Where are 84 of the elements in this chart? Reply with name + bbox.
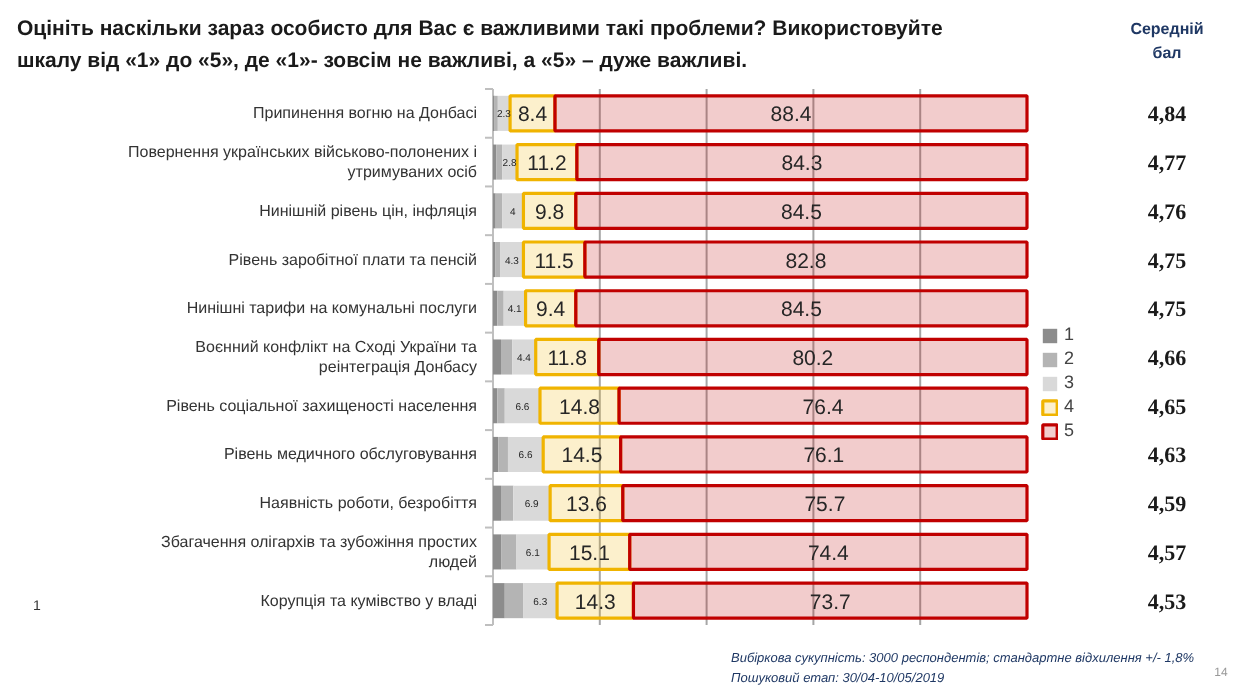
y-tick-label: Рівень соціальної захищеності населення — [166, 396, 477, 415]
bar — [555, 581, 636, 620]
data-label: 76.1 — [803, 444, 845, 469]
bar — [498, 436, 508, 472]
bar — [501, 339, 513, 375]
legend-label: 2 — [1064, 348, 1077, 368]
text: 4,57 — [1147, 541, 1188, 566]
y-tick-label: Рівень заробітної плати та пенсій — [228, 250, 477, 269]
bar — [621, 484, 1029, 523]
chart-title: Оцініть наскільки зараз особисто для Вас є важливими такі проблеми? Використовуйте шкалу від «1» до «5», де «1»- зовсім не важливі, а «5» – дуже важливі. — [17, 17, 943, 73]
y-tick-label: Повернення українських військово-полонених і утримуваних осіб — [128, 143, 478, 182]
data-label: 11.5 — [534, 249, 575, 274]
bar — [501, 485, 514, 521]
y-tick-label: Припинення вогню на Донбасі — [253, 104, 478, 123]
y-tick-label: Збагачення олігархів та зубожіння простих людей — [161, 532, 478, 571]
bar — [597, 337, 1029, 377]
data-label: 8.4 — [517, 103, 548, 128]
bar — [502, 193, 524, 229]
y-tick-label: Нинішній рівень цін, інфляція — [259, 201, 477, 220]
bar — [575, 142, 1029, 182]
text: 4,66 — [1147, 347, 1188, 371]
text: Середній бал — [1130, 20, 1204, 62]
bar — [513, 485, 551, 521]
bar — [501, 534, 517, 570]
bar — [507, 436, 544, 472]
data-label: 82.8 — [785, 249, 827, 274]
bar — [512, 339, 536, 375]
bar — [617, 386, 1029, 425]
text: 4,63 — [1147, 444, 1188, 469]
data-label: 80.2 — [792, 347, 834, 371]
data-label: 84.5 — [780, 298, 823, 323]
text: 4,59 — [1147, 493, 1188, 518]
data-label: 73.7 — [809, 590, 851, 615]
data-label: 11.2 — [527, 152, 567, 177]
text: 4,75 — [1147, 298, 1188, 323]
bar — [504, 583, 524, 619]
bar — [574, 191, 1029, 230]
bar — [493, 485, 502, 521]
data-label: 76.4 — [802, 395, 844, 420]
bar — [497, 290, 504, 326]
legend-label: 3 — [1064, 372, 1077, 392]
data-label: 14.5 — [561, 444, 603, 469]
data-label: 13.6 — [566, 493, 608, 518]
bar — [503, 290, 526, 326]
data-label: 11.8 — [547, 347, 588, 371]
legend-label: 4 — [1064, 396, 1077, 416]
y-tick-label: Корупція та кумівство у владі — [260, 591, 478, 610]
bar — [631, 581, 1029, 620]
bar — [493, 339, 502, 375]
bar — [500, 242, 524, 278]
data-label: 88.4 — [770, 103, 812, 128]
bar — [497, 388, 505, 424]
bar — [493, 534, 502, 570]
bar — [493, 436, 499, 472]
data-label: 84.5 — [780, 200, 823, 225]
data-label: 15.1 — [568, 541, 611, 566]
bar — [628, 532, 1029, 572]
y-tick-label: Рівень медичного обслуговування — [223, 445, 478, 464]
text: 4,53 — [1147, 590, 1188, 615]
text: 4,65 — [1147, 395, 1188, 420]
data-label: 9.4 — [536, 298, 566, 323]
y-tick-label: Нинішні тарифи на комунальні послуги — [186, 299, 478, 318]
bar — [516, 534, 550, 570]
bar — [619, 435, 1029, 474]
bar — [523, 583, 558, 619]
data-label: 14.3 — [574, 590, 617, 615]
data-label: 84.3 — [781, 152, 823, 177]
bar — [583, 240, 1029, 279]
data-label: 75.7 — [804, 493, 846, 518]
bar — [493, 583, 505, 619]
text: 4,77 — [1147, 152, 1188, 177]
bar — [574, 289, 1029, 328]
bar — [504, 388, 540, 424]
data-label: 14.8 — [559, 395, 601, 420]
data-label: 9.8 — [535, 200, 565, 225]
y-tick-label: Воєнний конфлікт на Сході України та реінтеграція Донбасу — [195, 338, 479, 376]
legend-label: 5 — [1064, 420, 1077, 440]
text: 4,84 — [1147, 103, 1188, 128]
data-label: 74.4 — [807, 541, 850, 566]
y-tick-label: Наявність роботи, безробіття — [259, 494, 478, 513]
bar — [553, 94, 1029, 133]
text: 4,76 — [1147, 200, 1188, 225]
text: 4,75 — [1147, 249, 1188, 274]
legend-label: 1 — [1064, 324, 1077, 344]
